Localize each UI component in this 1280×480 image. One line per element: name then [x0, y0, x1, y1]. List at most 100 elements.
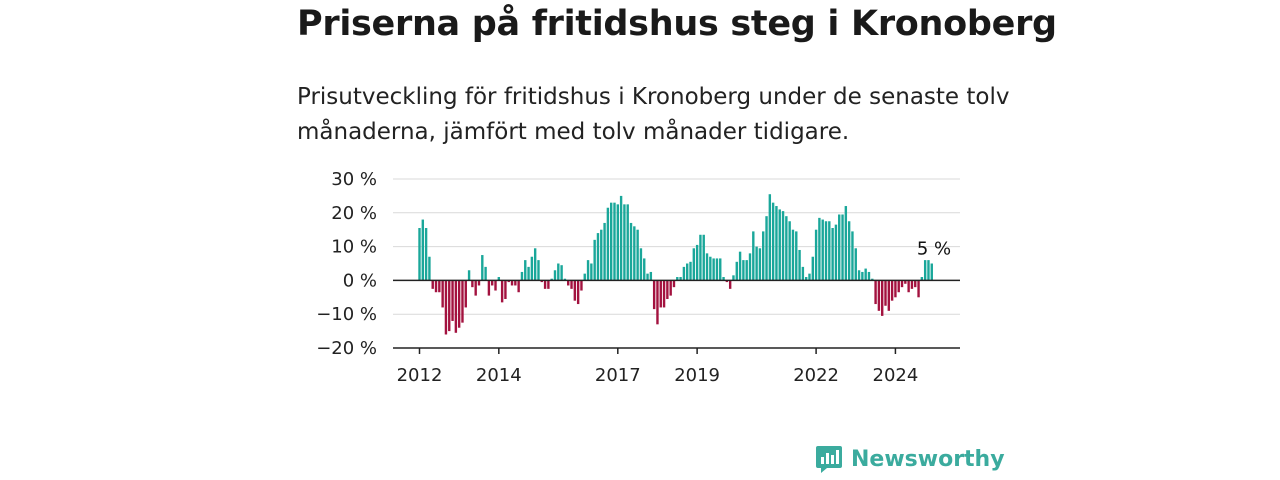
- bar: [543, 280, 547, 289]
- bar: [712, 258, 715, 281]
- bar: [791, 229, 795, 281]
- bar: [550, 278, 553, 281]
- bar: [890, 280, 894, 301]
- bar: [560, 265, 563, 281]
- bar: [695, 244, 699, 281]
- bar: [705, 253, 709, 281]
- bar: [676, 277, 679, 281]
- bar: [758, 248, 762, 281]
- bar: [487, 280, 491, 296]
- bar: [821, 219, 824, 281]
- bar: [524, 260, 527, 281]
- bar: [818, 217, 821, 281]
- bar: [461, 280, 464, 323]
- bar: [857, 270, 861, 281]
- bar: [871, 278, 874, 281]
- bar: [527, 266, 530, 281]
- bar: [613, 202, 616, 281]
- bar: [467, 270, 471, 281]
- x-tick-label: 2012: [397, 365, 443, 386]
- y-tick-label: −10 %: [316, 304, 377, 325]
- bar: [454, 280, 458, 333]
- bar: [900, 280, 904, 288]
- bar: [907, 280, 910, 293]
- bar: [557, 263, 560, 281]
- bar: [904, 280, 907, 284]
- bar: [778, 209, 781, 281]
- bar: [864, 268, 867, 281]
- bar: [702, 234, 705, 281]
- bar: [438, 280, 441, 293]
- bar: [861, 271, 864, 281]
- bar: [752, 231, 755, 281]
- bar: [811, 256, 814, 281]
- bar: [914, 280, 917, 288]
- bar: [672, 280, 676, 288]
- bar: [768, 194, 772, 281]
- bar: [771, 202, 775, 281]
- bar: [623, 204, 626, 281]
- x-tick-label: 2014: [476, 365, 522, 386]
- bar: [715, 258, 719, 281]
- bar: [910, 280, 914, 289]
- x-tick-label: 2024: [873, 365, 919, 386]
- bar: [434, 280, 438, 293]
- bar: [533, 248, 537, 281]
- bar: [897, 280, 900, 293]
- bar: [874, 280, 877, 305]
- y-tick-label: 20 %: [331, 203, 377, 224]
- bar: [662, 280, 666, 308]
- bar: [609, 202, 613, 281]
- bar: [616, 204, 619, 281]
- bar: [606, 207, 610, 281]
- bar: [649, 271, 653, 281]
- bar: [762, 231, 765, 281]
- bar: [639, 248, 643, 281]
- bar: [775, 206, 778, 281]
- bar: [834, 224, 838, 281]
- bar: [547, 280, 550, 289]
- bar: [781, 211, 785, 281]
- axes: [393, 279, 960, 354]
- bar: [851, 231, 854, 281]
- bar: [808, 273, 811, 281]
- bar: [497, 277, 501, 281]
- bar: [692, 248, 696, 281]
- bar: [520, 271, 524, 281]
- bar: [804, 277, 808, 281]
- bar: [457, 280, 461, 328]
- bar: [844, 206, 848, 281]
- bar: [742, 260, 745, 281]
- bar: [828, 221, 831, 281]
- bar: [841, 214, 844, 281]
- bar: [725, 280, 729, 283]
- bar: [659, 280, 662, 308]
- bar: [500, 280, 504, 303]
- bar: [801, 266, 805, 281]
- bar: [507, 280, 510, 283]
- bar: [686, 263, 689, 281]
- bar: [567, 280, 570, 286]
- bar: [471, 280, 474, 288]
- bar: [877, 280, 881, 311]
- bar: [494, 280, 497, 291]
- bar: [788, 221, 791, 281]
- bar: [553, 270, 557, 281]
- bar: [481, 255, 484, 281]
- bar: [748, 253, 752, 281]
- bar: [563, 278, 567, 281]
- bar: [530, 256, 534, 281]
- bar: [504, 280, 507, 299]
- bar: [927, 260, 930, 281]
- bars: [418, 194, 933, 335]
- bar: [583, 273, 586, 281]
- bar: [428, 256, 431, 281]
- last-value-label: 5 %: [917, 239, 951, 260]
- bar: [824, 221, 828, 281]
- bar: [719, 258, 722, 281]
- bar: [682, 266, 686, 281]
- bar: [679, 277, 682, 281]
- x-axis-tick-labels: 2012 2014 2017 2019 2022 2024: [397, 365, 919, 386]
- bar: [603, 222, 606, 281]
- bar: [643, 258, 646, 281]
